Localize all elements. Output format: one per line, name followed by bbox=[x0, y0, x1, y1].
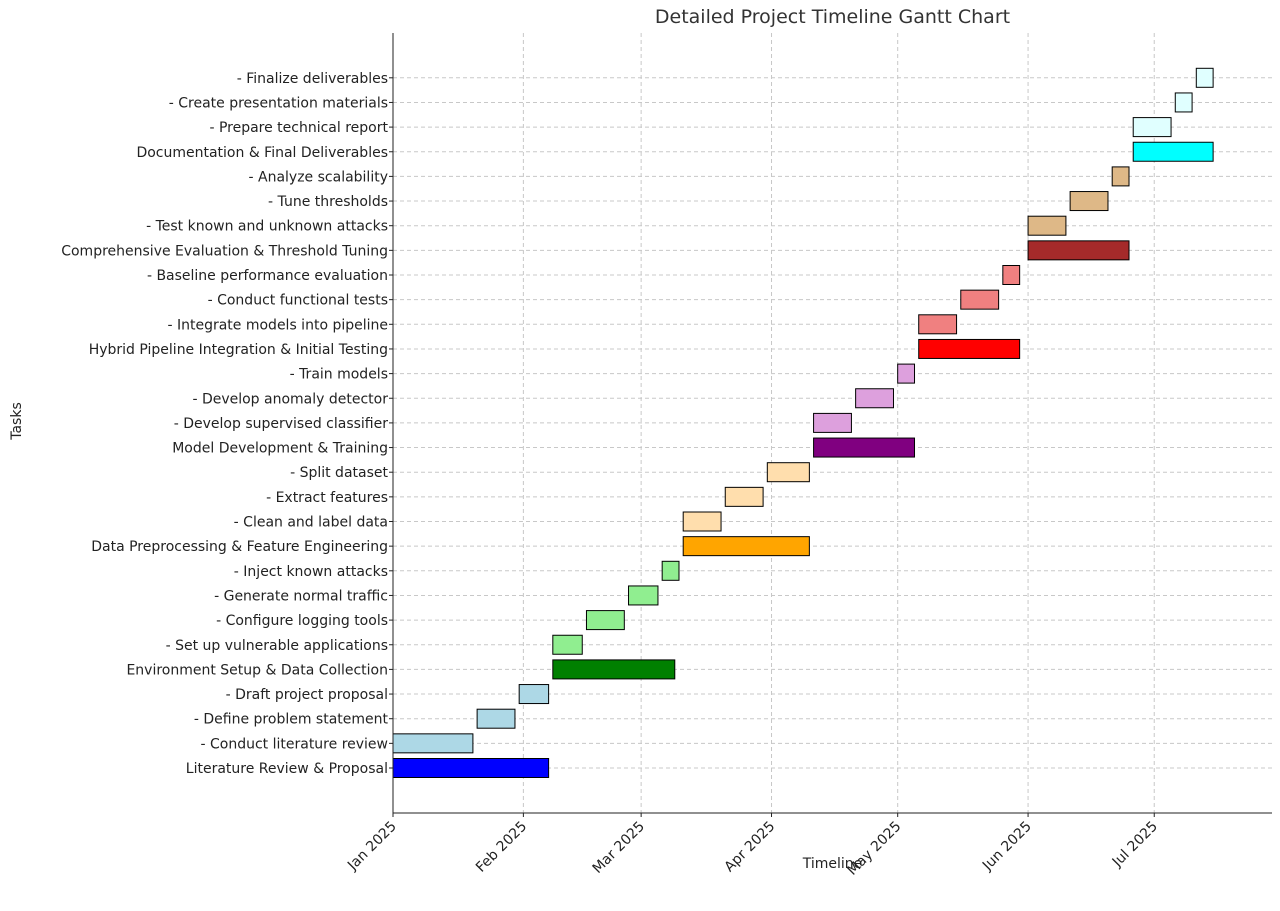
gantt-bar bbox=[661, 560, 680, 581]
gantt-bar bbox=[918, 314, 958, 335]
task-label: - Define problem statement bbox=[194, 712, 389, 728]
task-label: - Create presentation materials bbox=[169, 95, 388, 111]
task-label: - Inject known attacks bbox=[234, 564, 388, 580]
gantt-bar bbox=[585, 610, 625, 631]
task-label: Data Preprocessing & Feature Engineering bbox=[91, 539, 388, 555]
gantt-bar bbox=[1132, 117, 1172, 138]
gantt-bar bbox=[1174, 92, 1193, 113]
gantt-bar bbox=[518, 684, 550, 705]
task-label: - Generate normal traffic bbox=[214, 588, 388, 604]
task-label: - Conduct functional tests bbox=[208, 293, 388, 309]
gantt-bar bbox=[918, 338, 1021, 359]
task-label: - Draft project proposal bbox=[226, 687, 388, 703]
task-label: - Develop anomaly detector bbox=[192, 391, 388, 407]
task-label: - Prepare technical report bbox=[209, 120, 388, 136]
task-label: - Finalize deliverables bbox=[237, 71, 388, 87]
gantt-bar bbox=[1195, 67, 1214, 88]
gantt-bar bbox=[1111, 166, 1130, 187]
task-label: Hybrid Pipeline Integration & Initial Te… bbox=[89, 342, 388, 358]
gantt-bar bbox=[682, 511, 722, 532]
gantt-bar bbox=[1027, 240, 1130, 261]
task-label: - Analyze scalability bbox=[249, 169, 389, 185]
gantt-bar bbox=[682, 536, 810, 557]
task-label: - Configure logging tools bbox=[216, 613, 388, 629]
task-label: - Baseline performance evaluation bbox=[147, 268, 388, 284]
task-label: - Set up vulnerable applications bbox=[166, 638, 388, 654]
task-label: - Train models bbox=[290, 367, 388, 383]
gantt-bar bbox=[813, 437, 916, 458]
task-label: Environment Setup & Data Collection bbox=[126, 662, 388, 678]
gantt-bar bbox=[392, 733, 474, 754]
task-label: - Develop supervised classifier bbox=[174, 416, 389, 432]
task-label: - Clean and label data bbox=[234, 515, 388, 531]
task-label: - Test known and unknown attacks bbox=[146, 219, 388, 235]
task-label: Literature Review & Proposal bbox=[186, 761, 388, 777]
task-label: Comprehensive Evaluation & Threshold Tun… bbox=[61, 243, 388, 259]
gantt-bar bbox=[476, 708, 516, 729]
gantt-bar bbox=[1027, 215, 1067, 236]
task-label: - Extract features bbox=[266, 490, 388, 506]
task-label: Model Development & Training bbox=[172, 441, 388, 457]
gantt-bar bbox=[392, 758, 550, 778]
task-label: - Integrate models into pipeline bbox=[167, 317, 388, 333]
task-label: - Split dataset bbox=[290, 465, 388, 481]
gantt-bar bbox=[813, 412, 852, 433]
gantt-bar bbox=[552, 634, 583, 655]
gantt-bar bbox=[552, 659, 676, 680]
x-axis-label: Timeline bbox=[802, 856, 863, 872]
gantt-bar bbox=[960, 289, 1000, 310]
gantt-bar bbox=[766, 462, 810, 483]
task-label: Documentation & Final Deliverables bbox=[136, 145, 388, 161]
chart-title: Detailed Project Timeline Gantt Chart bbox=[654, 6, 1011, 28]
gantt-bar bbox=[1002, 265, 1021, 285]
x-tick-label: Jan 2025 bbox=[344, 819, 400, 875]
y-axis-label: Tasks bbox=[9, 402, 25, 440]
gantt-bar bbox=[1132, 141, 1214, 162]
gantt-bar bbox=[724, 486, 764, 507]
gantt-bar bbox=[1069, 191, 1109, 212]
task-label: - Tune thresholds bbox=[268, 194, 388, 210]
gantt-bar bbox=[855, 388, 894, 409]
task-label: - Conduct literature review bbox=[200, 736, 388, 752]
gantt-bar bbox=[628, 585, 659, 606]
gantt-bar bbox=[897, 363, 916, 384]
